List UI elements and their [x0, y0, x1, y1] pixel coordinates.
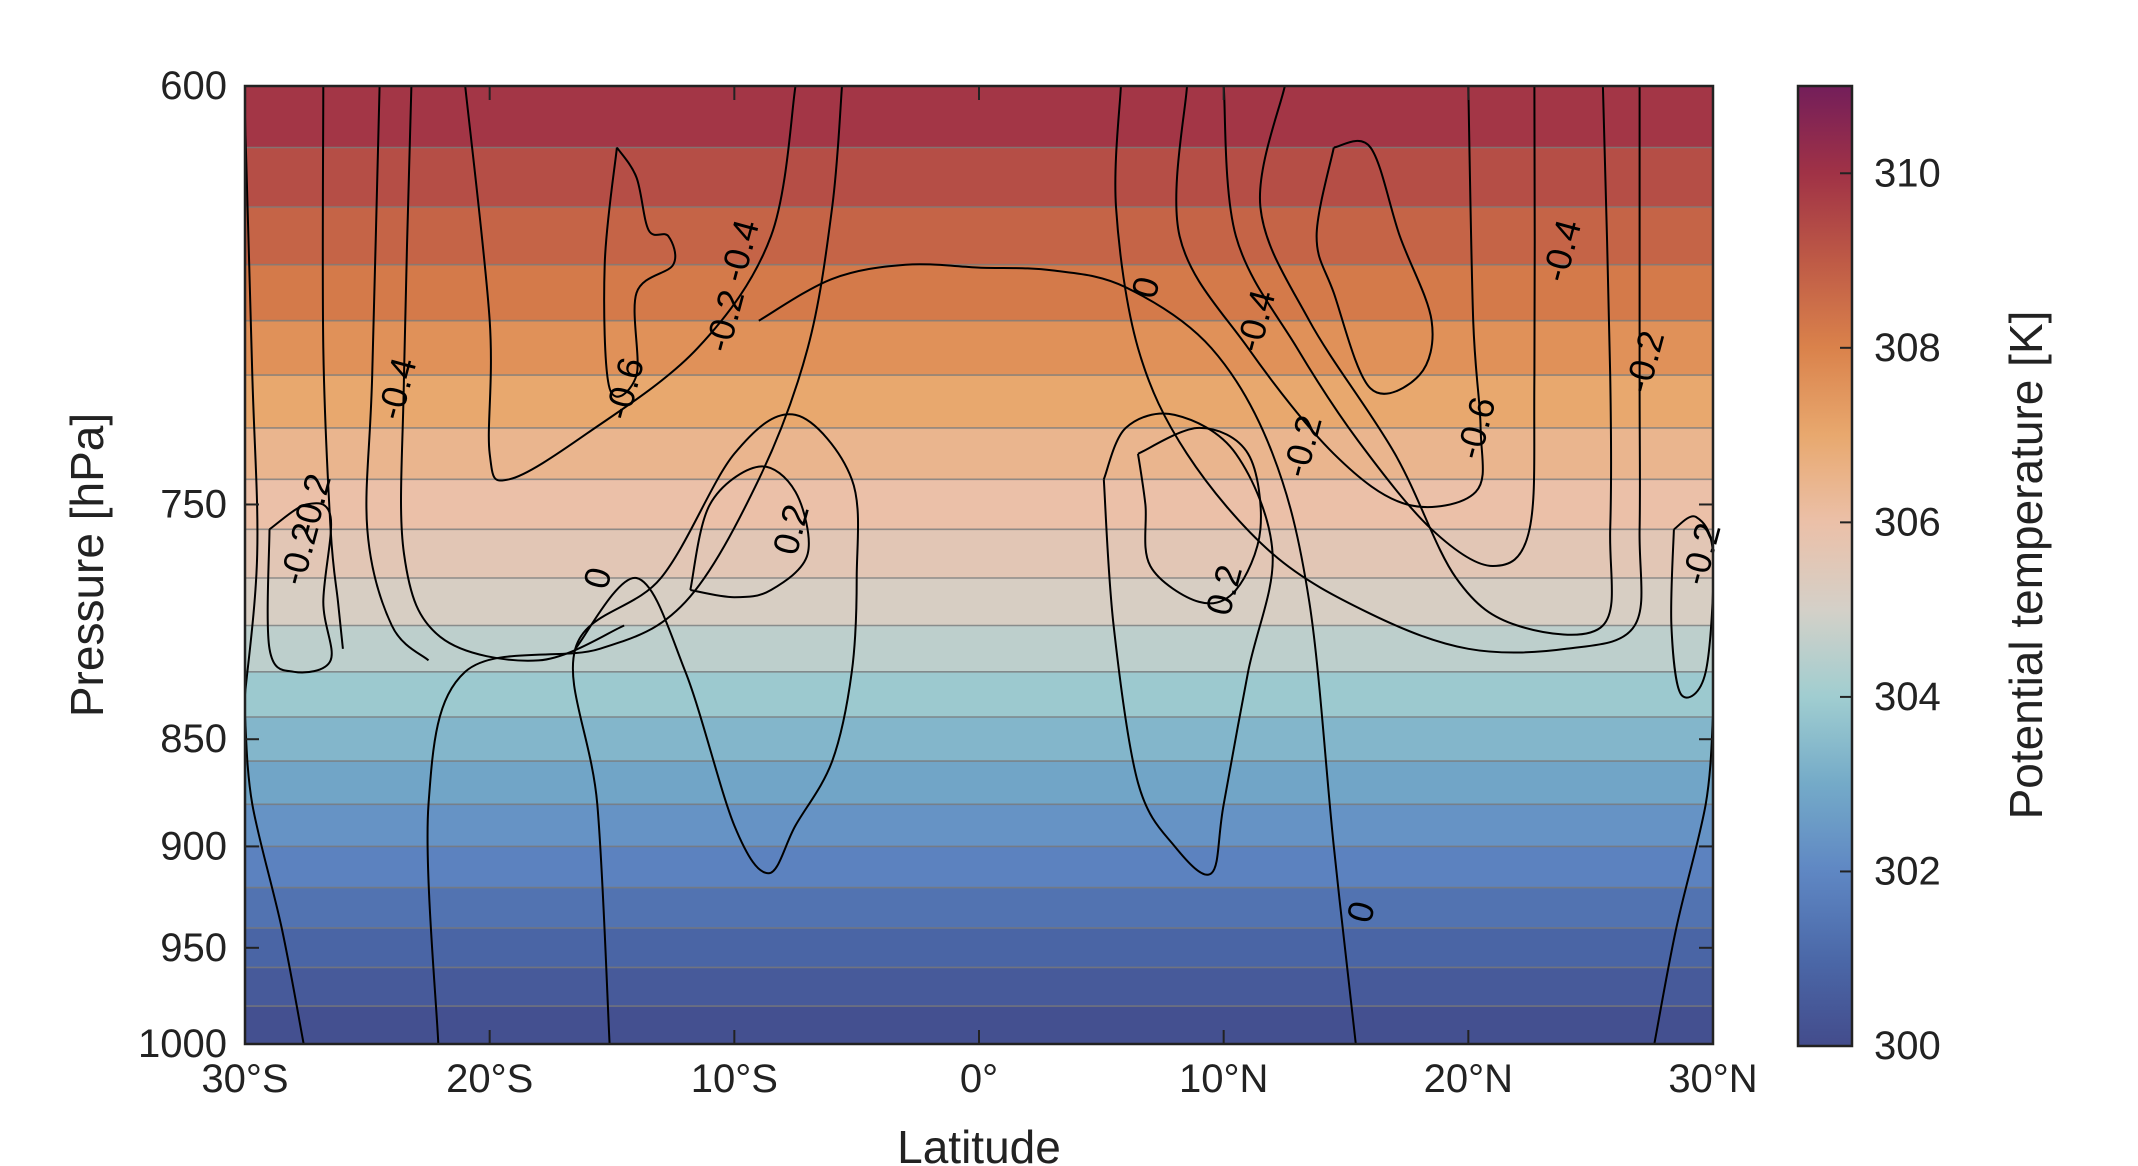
contour-line: [245, 716, 305, 1044]
isentrope-line: [245, 844, 1713, 849]
contour-line: [266, 502, 333, 674]
contour-line: [321, 86, 344, 649]
temperature-band: [245, 927, 1713, 968]
contour-line: [365, 86, 430, 662]
contour-line: [603, 146, 677, 398]
temperature-band: [245, 528, 1713, 579]
y-tick-label: 1000: [138, 1022, 227, 1066]
x-tick-label: 30°N: [1668, 1057, 1757, 1101]
temperature-band: [245, 887, 1713, 929]
colorbar-axis: 300 302 304 306 308 310: [1840, 151, 1941, 1068]
isentrope-line: [245, 965, 1713, 970]
y-tick-label: 850: [160, 717, 227, 761]
colorbar-tick-label: 304: [1874, 675, 1941, 719]
temperature-band: [245, 760, 1713, 805]
contour-line: [1102, 412, 1274, 876]
contour-line: [1653, 716, 1713, 1044]
temperature-band: [245, 716, 1713, 762]
isentrope-line: [245, 885, 1713, 890]
contour-line: [1258, 86, 1613, 636]
colorbar-tick-label: 302: [1874, 849, 1941, 893]
temperature-band: [245, 577, 1713, 627]
isentrope-line: [245, 715, 1713, 719]
isentrope-line: [245, 527, 1713, 531]
isentrope-line: [245, 145, 1713, 150]
temperature-band: [245, 845, 1713, 889]
colorbar-tick-label: 310: [1874, 151, 1941, 195]
isentrope-line: [245, 263, 1713, 267]
temperature-band: [245, 625, 1713, 673]
x-tick-label: 0°: [960, 1057, 998, 1101]
temperature-band: [245, 264, 1713, 322]
x-tick-label: 20°S: [446, 1057, 533, 1101]
y-axis: 600 750 850 900 950 1000: [138, 64, 1713, 1066]
x-tick-label: 10°N: [1179, 1057, 1268, 1101]
temperature-band: [245, 146, 1713, 208]
colorbar-tick-label: 308: [1874, 326, 1941, 370]
temperature-band: [245, 320, 1713, 376]
temperature-band: [245, 671, 1713, 718]
x-axis: 30°S 20°S 10°S 0° 10°N 20°N 30°N: [201, 86, 1758, 1101]
colorbar: [1796, 84, 1854, 1048]
isentrope-line: [245, 759, 1713, 763]
isentrope-line: [245, 373, 1713, 377]
contour-line: [400, 86, 625, 662]
colorbar-tick-label: 306: [1874, 500, 1941, 544]
x-tick-label: 20°N: [1424, 1057, 1513, 1101]
contour-line: [1114, 86, 1643, 654]
y-axis-label: Pressure [hPa]: [61, 413, 113, 717]
isentrope-line: [245, 1004, 1713, 1008]
temperature-band: [245, 966, 1713, 1007]
temperature-band: [245, 206, 1713, 266]
contour-line: [571, 413, 860, 1044]
x-tick-label: 10°S: [691, 1057, 778, 1101]
contour-line: [1137, 426, 1262, 605]
contour-line: [426, 86, 843, 1044]
temperature-band: [245, 803, 1713, 847]
y-tick-label: 900: [160, 824, 227, 868]
x-tick-label: 30°S: [201, 1057, 288, 1101]
potential-temperature-field: [245, 86, 1713, 1044]
isentrope-line: [245, 623, 1713, 628]
isentrope-line: [245, 205, 1713, 209]
contour-line: [245, 116, 259, 695]
y-tick-label: 950: [160, 926, 227, 970]
x-axis-label: Latitude: [897, 1121, 1061, 1166]
contour-line: [689, 465, 810, 599]
colorbar-label: Potential temperature [K]: [2000, 311, 2052, 820]
isentrope-line: [245, 802, 1713, 806]
streamfunction-contours: [245, 86, 1713, 1044]
contour-line: [464, 86, 797, 482]
colorbar-tick-label: 300: [1874, 1024, 1941, 1068]
contour-line: [1670, 515, 1713, 699]
contour-line: [1315, 139, 1434, 395]
isentrope-line: [245, 576, 1713, 580]
isentrope-line: [245, 926, 1713, 930]
y-tick-label: 750: [160, 482, 227, 526]
contour-line: [758, 263, 1357, 1044]
isentrope-line: [245, 477, 1713, 481]
isentrope-line: [245, 319, 1713, 323]
y-tick-label: 600: [160, 64, 227, 108]
temperature-band: [245, 478, 1713, 530]
